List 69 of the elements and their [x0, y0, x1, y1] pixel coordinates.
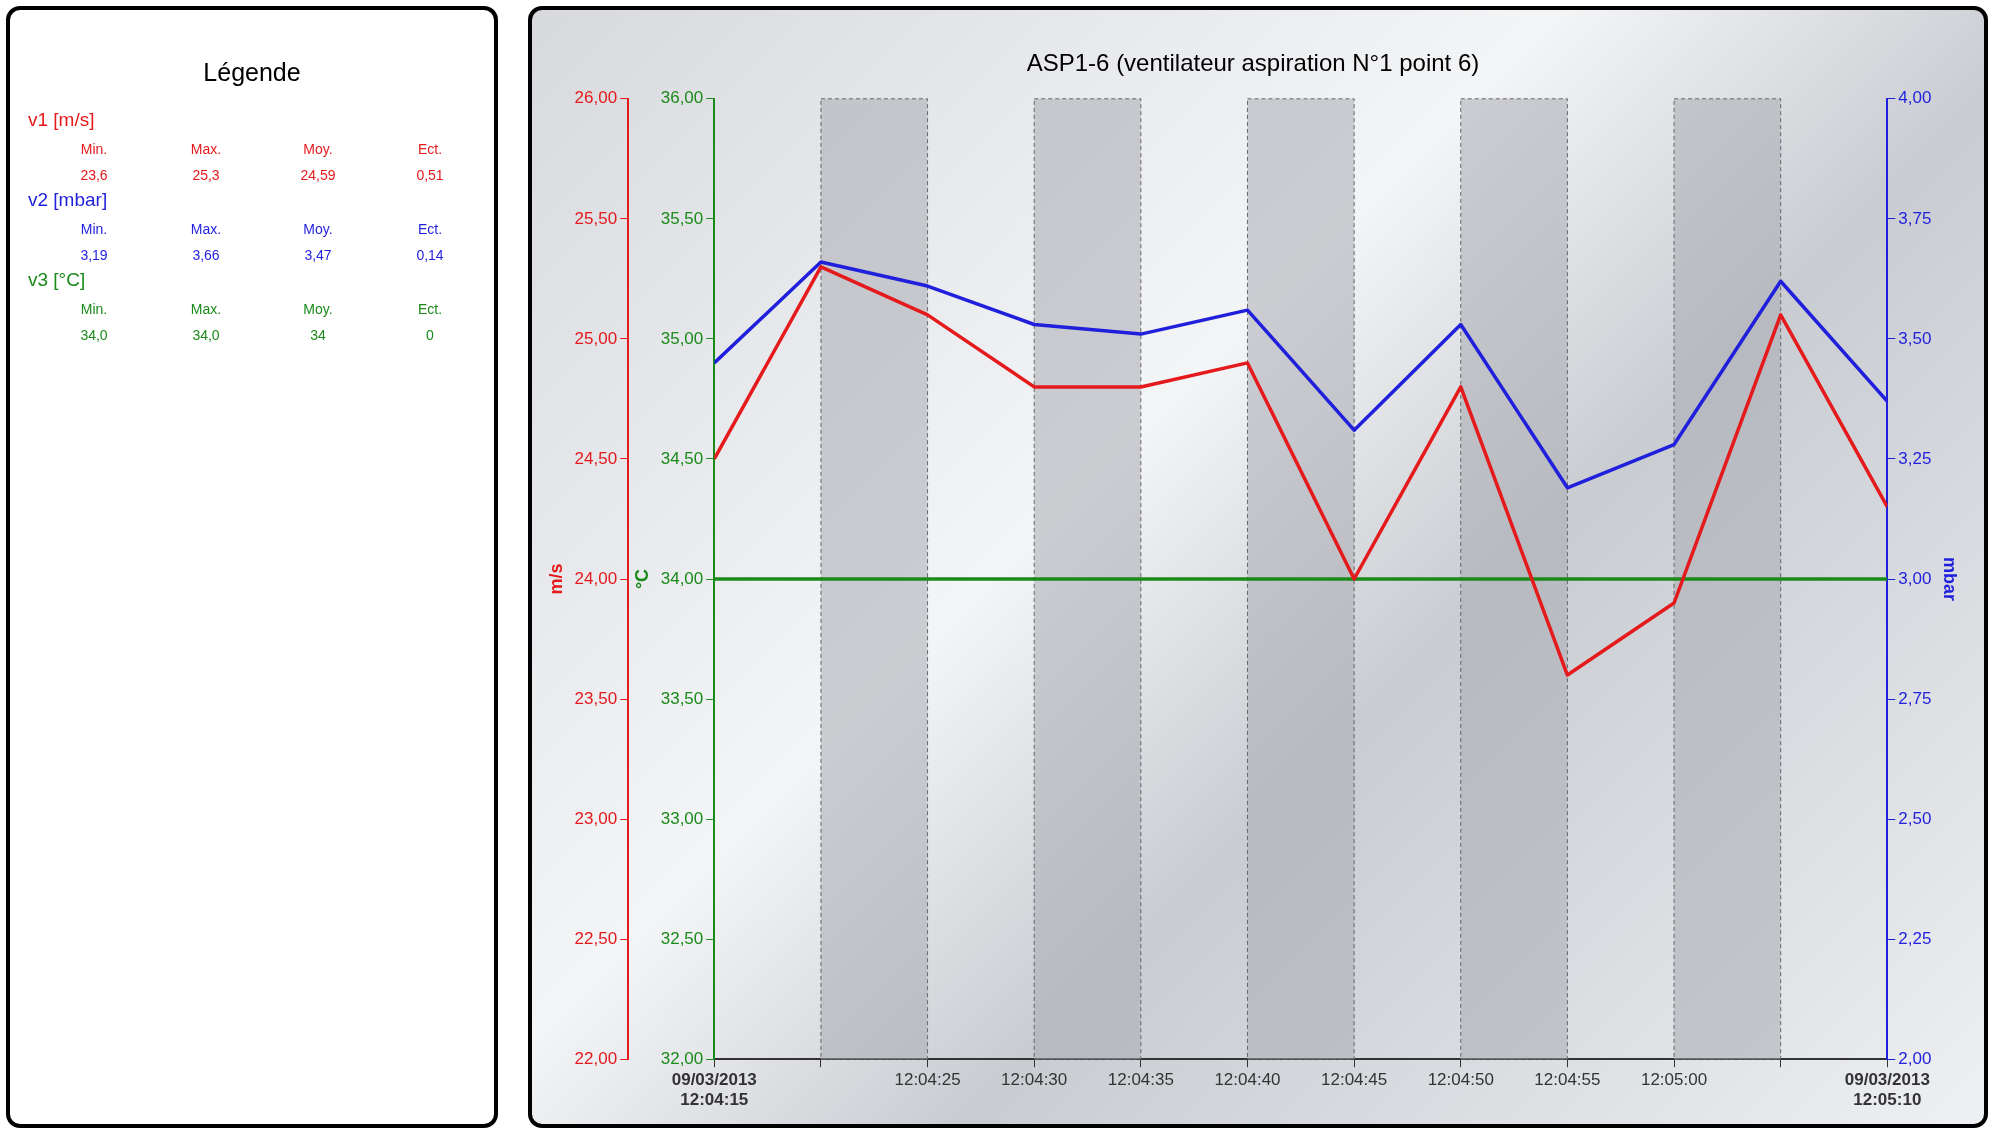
text: Max. — [189, 301, 223, 317]
text: v3 [°C] — [28, 269, 87, 291]
x-tick-label: 12:04:40 — [1214, 1070, 1281, 1090]
y3-tick-label: 32,00 — [660, 1048, 704, 1068]
text: Min. — [79, 301, 109, 317]
y2-tick-label: 2,50 — [1898, 808, 1932, 828]
text: Min. — [79, 221, 109, 237]
text: 34 — [309, 327, 327, 343]
text: Ect. — [416, 141, 444, 157]
text: Max. — [189, 221, 223, 237]
y-tick-label: 22,00 — [574, 1048, 618, 1068]
text: Moy. — [302, 141, 334, 157]
text: 0,14 — [415, 247, 445, 263]
x-tick-label: 12:04:45 — [1321, 1070, 1388, 1090]
y2-tick-label: 2,25 — [1898, 928, 1932, 948]
x-tick-label: 09/03/2013 12:05:10 — [1844, 1070, 1930, 1110]
y-tick-label: 24,50 — [574, 448, 618, 468]
y3-tick-label: 36,00 — [660, 88, 704, 108]
text: Min. — [79, 141, 109, 157]
text: 34,0 — [191, 327, 221, 343]
x-tick-label: 09/03/2013 12:04:15 — [671, 1070, 757, 1110]
text: Ect. — [416, 301, 444, 317]
x-tick-label: 12:04:35 — [1107, 1070, 1174, 1090]
x-tick-label: 12:05:00 — [1640, 1070, 1708, 1090]
y3-tick-label: 34,50 — [660, 448, 704, 468]
y3-axis-title: °C — [631, 568, 652, 590]
x-tick-label: 12:04:50 — [1427, 1070, 1494, 1090]
y3-tick-label: 35,00 — [660, 328, 704, 348]
text: v1 [m/s] — [28, 109, 96, 131]
y-tick-label: 24,00 — [574, 568, 618, 588]
text: 23,6 — [79, 167, 109, 183]
text: v2 [mbar] — [28, 189, 109, 211]
y-tick-label: 23,50 — [574, 688, 618, 708]
y2-axis-title: mbar — [1940, 556, 1961, 602]
text: 25,3 — [191, 167, 221, 183]
y2-tick-label: 3,50 — [1898, 328, 1932, 348]
text: 3,47 — [303, 247, 333, 263]
text: Moy. — [302, 301, 334, 317]
text: 0,51 — [415, 167, 445, 183]
y3-tick-label: 34,00 — [660, 568, 704, 588]
text: Max. — [189, 141, 223, 157]
y-tick-label: 25,50 — [574, 208, 618, 228]
y-axis-title: m/s — [545, 563, 566, 595]
legend-title: Légende — [202, 58, 302, 87]
y-tick-label: 23,00 — [574, 808, 618, 828]
text: 3,19 — [79, 247, 109, 263]
chart-title: ASP1-6 (ventilateur aspiration N°1 point 6) — [1026, 49, 1480, 77]
x-tick-label: 12:04:55 — [1534, 1070, 1601, 1090]
y-tick-label: 25,00 — [574, 328, 618, 348]
y2-tick-label: 3,25 — [1898, 448, 1932, 468]
y2-tick-label: 2,75 — [1898, 688, 1932, 708]
y3-tick-label: 33,50 — [660, 688, 704, 708]
y2-tick-label: 2,00 — [1898, 1048, 1932, 1068]
x-tick-label: 12:04:25 — [894, 1070, 961, 1090]
text: 24,59 — [299, 167, 337, 183]
text: 3,66 — [191, 247, 221, 263]
y-tick-label: 26,00 — [574, 88, 618, 108]
y2-tick-label: 4,00 — [1898, 88, 1932, 108]
y2-tick-label: 3,75 — [1898, 208, 1932, 228]
text: 34,0 — [79, 327, 109, 343]
y3-tick-label: 35,50 — [660, 208, 704, 228]
y2-tick-label: 3,00 — [1898, 568, 1932, 588]
text: 0 — [425, 327, 435, 343]
x-tick-label: 12:04:30 — [1001, 1070, 1068, 1090]
y3-tick-label: 32,50 — [660, 928, 704, 948]
y-tick-label: 22,50 — [574, 928, 618, 948]
y3-tick-label: 33,00 — [660, 808, 704, 828]
text: Ect. — [416, 221, 444, 237]
text: Moy. — [302, 221, 334, 237]
